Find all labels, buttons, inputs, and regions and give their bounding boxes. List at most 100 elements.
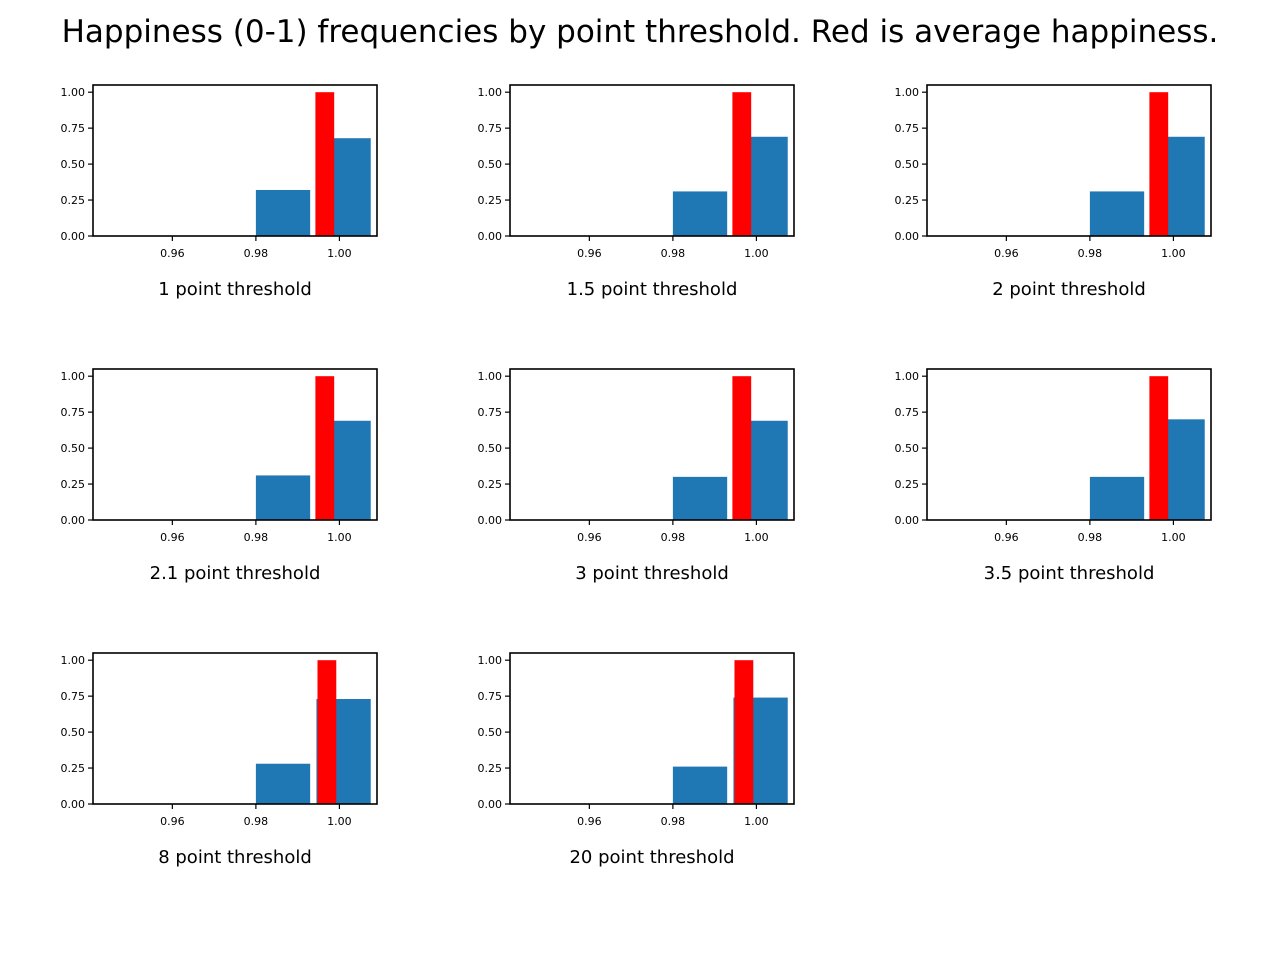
y-tick-label: 1.00 [61,370,86,383]
y-tick-label: 0.50 [895,442,920,455]
y-tick-label: 0.00 [61,798,86,811]
subplot-8: 0.00 0.25 0.50 0.75 1.00 0.96 0.98 1.00 20 point… [478,652,795,868]
axes-frame [92,368,378,521]
x-axis-label: 20 point threshold [569,847,734,868]
x-axis-label: 1 point threshold [158,279,312,300]
x-tick-label: 1.00 [327,815,352,828]
mean-bar [732,92,752,236]
subplot-3: 0.00 0.25 0.50 0.75 1.00 0.96 0.98 1.00 2 point … [895,84,1212,300]
y-tick-label: 0.50 [61,726,86,739]
mean-bar [732,376,752,520]
x-tick-label: 0.98 [244,247,269,260]
histogram-bar [255,189,311,236]
x-tick-label: 0.98 [244,531,269,544]
x-tick-label: 0.96 [994,247,1019,260]
y-tick-label: 0.50 [478,726,503,739]
y-tick-label: 0.25 [478,478,503,491]
y-tick-label: 0.75 [895,122,920,135]
y-tick-label: 0.00 [478,798,503,811]
x-tick-label: 0.96 [994,531,1019,544]
y-tick-label: 0.00 [895,514,920,527]
histogram-bar [255,475,311,520]
y-tick-label: 0.50 [895,158,920,171]
x-tick-label: 0.96 [160,247,185,260]
mean-bar [315,376,335,520]
histogram-bar [672,766,728,804]
x-tick-label: 0.96 [577,247,602,260]
x-tick-label: 1.00 [1161,531,1186,544]
mean-bar [1149,92,1169,236]
y-tick-label: 0.50 [478,442,503,455]
axes-frame [926,84,1212,237]
y-tick-label: 0.25 [61,194,86,207]
y-tick-label: 0.00 [61,514,86,527]
y-tick-label: 1.00 [478,654,503,667]
x-tick-label: 1.00 [744,531,769,544]
subplot-4: 0.00 0.25 0.50 0.75 1.00 0.96 0.98 1.00 2.1 poin… [61,368,378,584]
y-tick-label: 0.00 [895,230,920,243]
y-tick-label: 0.50 [478,158,503,171]
y-tick-label: 0.25 [478,194,503,207]
y-tick-label: 0.25 [895,194,920,207]
axes-frame [509,84,795,237]
y-tick-label: 0.25 [895,478,920,491]
x-tick-label: 0.98 [661,815,686,828]
y-tick-label: 0.50 [61,442,86,455]
x-tick-label: 1.00 [327,247,352,260]
histogram-bar [672,191,728,236]
y-tick-label: 1.00 [61,86,86,99]
y-tick-label: 0.75 [478,122,503,135]
y-tick-label: 1.00 [895,370,920,383]
axes-frame [509,368,795,521]
y-tick-label: 0.75 [61,690,86,703]
subplot-6: 0.00 0.25 0.50 0.75 1.00 0.96 0.98 1.00 3.5 poin… [895,368,1212,584]
y-tick-label: 0.75 [61,406,86,419]
y-tick-label: 1.00 [478,370,503,383]
y-tick-label: 0.25 [61,762,86,775]
y-tick-label: 0.75 [61,122,86,135]
x-tick-label: 0.96 [577,531,602,544]
figure-title: Happiness (0-1) frequencies by point thr… [61,14,1219,50]
y-tick-label: 0.00 [478,230,503,243]
x-tick-label: 1.00 [327,531,352,544]
subplot-2: 0.00 0.25 0.50 0.75 1.00 0.96 0.98 1.00 1.5 poin… [478,84,795,300]
mean-bar [317,660,337,804]
x-tick-label: 0.98 [661,531,686,544]
x-tick-label: 0.96 [577,815,602,828]
x-axis-label: 1.5 point threshold [567,279,738,300]
y-tick-label: 0.75 [478,406,503,419]
axes-frame [92,84,378,237]
y-tick-label: 1.00 [61,654,86,667]
y-tick-label: 1.00 [478,86,503,99]
x-axis-label: 8 point threshold [158,847,312,868]
y-tick-label: 0.75 [478,690,503,703]
mean-bar [734,660,754,804]
y-tick-label: 1.00 [895,86,920,99]
x-tick-label: 0.98 [244,815,269,828]
y-tick-label: 0.75 [895,406,920,419]
subplot-5: 0.00 0.25 0.50 0.75 1.00 0.96 0.98 1.00 3 point … [478,368,795,584]
x-tick-label: 0.98 [1078,531,1103,544]
x-tick-label: 0.98 [1078,247,1103,260]
x-tick-label: 0.96 [160,531,185,544]
x-axis-label: 3.5 point threshold [984,563,1155,584]
axes-frame [92,652,378,805]
axes-frame [509,652,795,805]
histogram-bar [672,476,728,520]
x-axis-label: 2 point threshold [992,279,1146,300]
histogram-bar [1089,476,1145,520]
x-tick-label: 0.96 [160,815,185,828]
y-tick-label: 0.25 [478,762,503,775]
x-tick-label: 1.00 [1161,247,1186,260]
subplot-1: 0.00 0.25 0.50 0.75 1.00 0.96 0.98 1.00 1 point … [61,84,378,300]
y-tick-label: 0.25 [61,478,86,491]
histogram-bar [1089,191,1145,236]
histogram-bar [255,763,311,804]
x-axis-label: 3 point threshold [575,563,729,584]
mean-bar [315,92,335,236]
y-tick-label: 0.00 [61,230,86,243]
x-tick-label: 1.00 [744,815,769,828]
y-tick-label: 0.50 [61,158,86,171]
x-tick-label: 0.98 [661,247,686,260]
